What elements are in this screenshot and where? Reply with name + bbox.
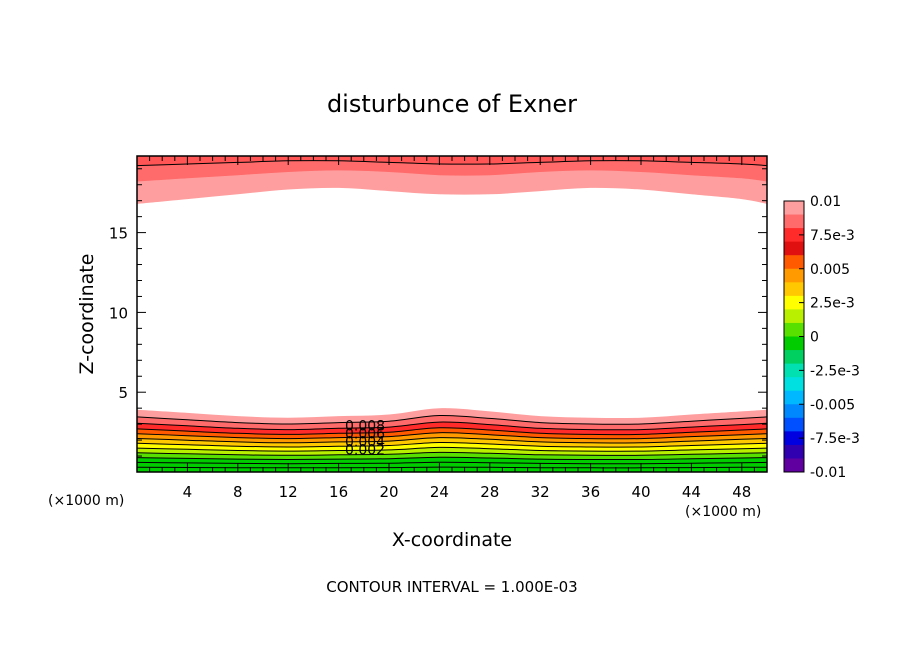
colorbar-swatch-10 [784,336,804,351]
colorbar-swatch-6 [784,282,804,297]
contour-fills [137,156,767,472]
x-tick-label: 32 [531,483,550,501]
chart-title: disturbunce of Exner [327,90,577,118]
colorbar-label-5: -2.5e-3 [810,363,860,379]
x-tick-label: 44 [682,483,701,501]
colorbar-swatch-19 [784,458,804,473]
colorbar-label-4: 0 [810,330,819,346]
colorbar-swatch-11 [784,350,804,365]
contour-fill-upper-1 [137,156,767,182]
colorbar-label-6: -0.005 [810,397,855,413]
y-axis-label: Z-coordinate [76,254,98,375]
x-tick-label: 24 [430,483,449,501]
contour-label-0: 0.008 [345,419,385,435]
contour-interval-footer: CONTOUR INTERVAL = 1.000E-03 [326,578,577,596]
x-axis: 4 8 12 16 20 24 28 32 36 40 44 48 [149,156,755,501]
colorbar-swatch-16 [784,417,804,432]
contour-line-lower-4 [136,432,768,440]
colorbar-swatch-7 [784,295,804,310]
y-axis: 5 10 15 [109,168,767,457]
x-tick-label: 8 [233,483,243,501]
contour-line-upper [136,160,768,167]
x-tick-label: 36 [581,483,600,501]
colorbar-swatch-13 [784,377,804,392]
contour-label-2: 0.004 [345,435,385,451]
x-unit-right: (×1000 m) [685,504,761,520]
colorbar-label-7: -7.5e-3 [810,431,860,447]
x-tick-label: 28 [480,483,499,501]
colorbar-swatch-0 [784,201,804,216]
contour-line-lower-7 [136,446,768,452]
colorbar-swatch-1 [784,214,804,229]
contour-line-lower-2 [136,421,768,431]
colorbar-label-3: 2.5e-3 [810,296,855,312]
colorbar-swatch-9 [784,322,804,337]
x-tick-label: 20 [379,483,398,501]
x-tick-label: 40 [631,483,650,501]
x-axis-label: X-coordinate [392,529,512,551]
colorbar-swatch-4 [784,255,804,270]
x-tick-label: 16 [329,483,348,501]
colorbar-swatch-2 [784,228,804,243]
contour-label-1: 0.006 [345,427,385,443]
colorbar-swatch-5 [784,268,804,283]
colorbar-swatch-8 [784,309,804,324]
colorbar-label-2: 0.005 [810,262,850,278]
colorbar-swatch-15 [784,404,804,419]
colorbar-swatch-3 [784,241,804,256]
colorbar-label-8: -0.01 [810,465,846,481]
contour-line-lower-3 [136,427,768,436]
contour-line-lower-8 [136,451,768,456]
contour-line-lower-9 [136,456,768,461]
contour-line-lower-10 [136,461,768,465]
x-tick-label: 4 [183,483,193,501]
x-unit-left: (×1000 m) [48,493,124,509]
x-tick-label: 48 [732,483,751,501]
contour-line-lower-5 [136,437,768,444]
y-tick-label: 15 [109,225,128,243]
colorbar-label-1: 7.5e-3 [810,228,855,244]
contour-line-lower-6 [136,441,768,448]
colorbar: 0.01 7.5e-3 0.005 2.5e-3 0 -2.5e-3 -0.005 -7.5e… [783,194,860,481]
x-tick-label: 12 [279,483,298,501]
colorbar-swatch-18 [784,444,804,459]
colorbar-swatch-17 [784,431,804,446]
colorbar-label-0: 0.01 [810,194,841,210]
y-tick-label: 5 [118,384,128,402]
contour-line-lower-1 [136,414,768,425]
colorbar-swatch-12 [784,363,804,378]
colorbar-swatch-14 [784,390,804,405]
y-tick-label: 10 [109,304,128,322]
contour-label-3: 0.002 [345,443,385,459]
